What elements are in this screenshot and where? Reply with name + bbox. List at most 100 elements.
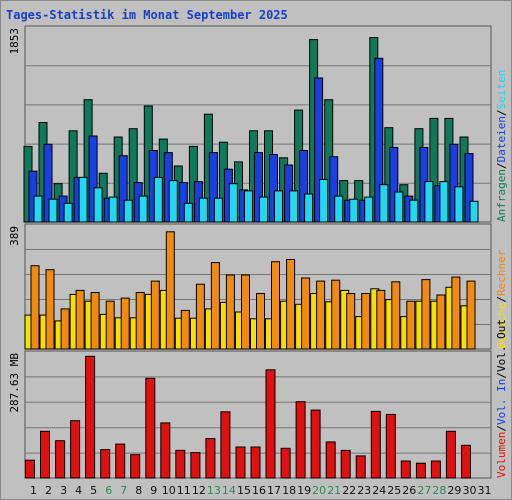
bar-seiten-day-1 — [33, 195, 43, 223]
bar-volumen-day-6 — [100, 449, 111, 479]
y-max-label-visits-hosts: 389 — [8, 226, 21, 246]
bar-volumen-day-25 — [385, 413, 396, 479]
legend-entry: / — [495, 372, 508, 379]
x-tick-label-day-7: 7 — [120, 484, 127, 497]
x-tick-label-day-10: 10 — [162, 484, 176, 497]
bar-rechner-day-3 — [60, 308, 70, 350]
y-max-label-requests-files-pages: 1853 — [8, 28, 21, 55]
bar-dateien-day-7 — [118, 155, 128, 223]
bar-volumen-day-27 — [415, 462, 426, 479]
bar-dateien-day-17 — [269, 154, 278, 223]
bar-rechner-day-22 — [346, 293, 356, 350]
bar-seiten-day-10 — [168, 180, 178, 223]
bar-rechner-day-18 — [286, 259, 296, 350]
bar-volumen-day-28 — [430, 460, 441, 479]
bar-volumen-day-10 — [160, 422, 171, 479]
x-tick-label-day-17: 17 — [267, 484, 281, 497]
x-tick-label-day-15: 15 — [237, 484, 251, 497]
legend-volume: Volumen/Vol. In/Vol. Out — [495, 319, 508, 478]
x-tick-label-day-2: 2 — [45, 484, 52, 497]
bar-rechner-day-30 — [466, 280, 476, 350]
bar-rechner-day-11 — [180, 309, 190, 350]
bar-seiten-day-28 — [439, 181, 449, 223]
bar-dateien-day-20 — [314, 77, 324, 223]
bar-volumen-day-2 — [40, 430, 50, 479]
bar-volumen-day-26 — [400, 460, 411, 479]
bar-rechner-day-29 — [451, 276, 461, 350]
chart-title: Tages-Statistik im Monat September 2025 — [6, 8, 288, 22]
bar-seiten-day-12 — [198, 197, 208, 223]
bar-rechner-day-12 — [195, 283, 205, 350]
bar-rechner-day-5 — [90, 292, 100, 350]
bar-rechner-day-20 — [316, 280, 326, 350]
bar-anfragen-day-8 — [128, 128, 138, 223]
bar-rechner-day-10 — [165, 231, 175, 350]
bar-volumen-day-18 — [280, 447, 291, 479]
bar-dateien-day-13 — [208, 152, 218, 223]
x-tick-label-day-6: 6 — [105, 484, 112, 497]
bar-dateien-day-19 — [299, 150, 309, 223]
legend-entry: Vol. Out — [495, 319, 508, 372]
bar-rechner-day-19 — [301, 277, 311, 350]
bar-rechner-day-6 — [105, 300, 115, 350]
x-tick-label-day-26: 26 — [402, 484, 416, 497]
x-tick-label-day-25: 25 — [387, 484, 401, 497]
x-tick-label-day-5: 5 — [90, 484, 97, 497]
bar-volumen-day-20 — [310, 409, 321, 479]
bar-dateien-day-24 — [374, 57, 384, 223]
bar-seiten-day-22 — [349, 198, 359, 223]
bar-rechner-day-15 — [241, 274, 250, 350]
bar-anfragen-day-28 — [429, 117, 439, 223]
legend-entry: Anfragen — [495, 169, 508, 222]
bar-volumen-day-21 — [325, 441, 336, 479]
bar-rechner-day-28 — [436, 294, 446, 350]
bar-seiten-day-23 — [364, 196, 374, 223]
bar-volumen-day-8 — [130, 454, 141, 479]
x-tick-label-day-1: 1 — [30, 484, 37, 497]
bar-seiten-day-29 — [454, 186, 464, 223]
x-tick-label-day-20: 20 — [312, 484, 326, 497]
bar-anfragen-day-4 — [68, 130, 78, 223]
bar-seiten-day-13 — [213, 197, 223, 223]
x-tick-label-day-8: 8 — [135, 484, 142, 497]
x-tick-label-day-31: 31 — [478, 484, 492, 497]
legend-entry: Seiten — [495, 70, 508, 110]
bar-volumen-day-24 — [370, 410, 381, 479]
x-tick-label-day-14: 14 — [222, 484, 236, 497]
legend-visits-hosts: Besuche/Rechner — [495, 249, 508, 349]
bar-rechner-day-1 — [30, 265, 40, 350]
bar-seiten-day-5 — [93, 187, 103, 223]
bar-seiten-day-2 — [48, 198, 58, 223]
bar-volumen-day-12 — [190, 452, 201, 479]
bar-seiten-day-26 — [409, 199, 419, 223]
bar-volumen-day-17 — [265, 369, 276, 479]
legend-entry: Rechner — [495, 249, 508, 296]
bar-dateien-day-16 — [254, 152, 263, 223]
bar-seiten-day-20 — [319, 179, 329, 223]
bar-volumen-day-1 — [25, 459, 35, 479]
bar-seiten-day-3 — [63, 202, 73, 223]
legend-entry: Besuche — [495, 303, 508, 349]
x-tick-label-day-23: 23 — [357, 484, 371, 497]
bar-volumen-day-13 — [205, 438, 216, 479]
legend-entry: Vol. In — [495, 379, 508, 425]
bar-volumen-day-22 — [340, 449, 351, 479]
bar-seiten-day-11 — [183, 202, 193, 223]
bar-seiten-day-8 — [138, 195, 148, 223]
bar-rechner-day-21 — [331, 279, 341, 350]
legend-entry: / — [495, 296, 508, 303]
legend-entry: Volumen — [495, 432, 508, 478]
bar-volumen-day-16 — [250, 446, 261, 479]
legend-entry: Dateien — [495, 116, 508, 162]
x-tick-label-day-22: 22 — [342, 484, 356, 497]
bar-volumen-day-19 — [295, 401, 306, 479]
x-tick-label-day-19: 19 — [297, 484, 311, 497]
bar-volumen-day-23 — [355, 455, 366, 479]
bar-volumen-day-5 — [85, 355, 96, 479]
bar-rechner-day-17 — [271, 261, 280, 350]
bar-volumen-day-3 — [55, 440, 66, 479]
x-tick-label-day-11: 11 — [177, 484, 191, 497]
bar-seiten-day-6 — [108, 196, 118, 223]
bar-rechner-day-14 — [225, 274, 235, 350]
bar-volumen-day-30 — [461, 444, 471, 479]
